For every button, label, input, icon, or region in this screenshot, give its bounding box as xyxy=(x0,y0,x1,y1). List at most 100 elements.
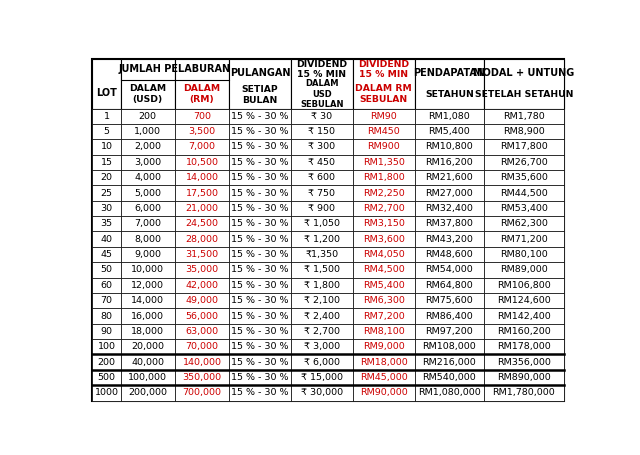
Bar xyxy=(415,201,484,216)
Text: 15 % - 30 %: 15 % - 30 % xyxy=(231,327,289,336)
Text: 40,000: 40,000 xyxy=(131,358,164,367)
Text: 17,500: 17,500 xyxy=(186,188,218,197)
Text: 15 % - 30 %: 15 % - 30 % xyxy=(231,373,289,382)
Bar xyxy=(484,262,564,278)
Text: RM89,000: RM89,000 xyxy=(500,265,548,274)
Bar xyxy=(415,293,484,308)
Bar xyxy=(121,308,175,324)
Text: DIVIDEND
15 % MIN: DIVIDEND 15 % MIN xyxy=(358,60,409,79)
Bar xyxy=(484,155,564,170)
Text: 15 % - 30 %: 15 % - 30 % xyxy=(231,250,289,259)
Text: ₹ 1,500: ₹ 1,500 xyxy=(304,265,340,274)
Text: ₹ 2,700: ₹ 2,700 xyxy=(304,327,340,336)
Bar xyxy=(229,59,291,108)
Bar xyxy=(291,262,353,278)
Bar xyxy=(484,108,564,124)
Text: RM8,100: RM8,100 xyxy=(363,327,404,336)
Bar xyxy=(291,385,353,400)
Text: RM3,600: RM3,600 xyxy=(363,235,404,244)
Bar xyxy=(92,108,121,124)
Bar xyxy=(415,370,484,385)
Text: RM44,500: RM44,500 xyxy=(500,188,548,197)
Text: RM9,000: RM9,000 xyxy=(363,342,404,351)
Bar xyxy=(353,262,415,278)
Bar xyxy=(121,139,175,155)
Bar xyxy=(92,59,121,108)
Text: 20,000: 20,000 xyxy=(131,342,164,351)
Bar xyxy=(415,324,484,339)
Bar xyxy=(92,293,121,308)
Bar xyxy=(229,124,291,139)
Bar xyxy=(229,308,291,324)
Bar xyxy=(484,324,564,339)
Bar xyxy=(175,339,229,354)
Bar xyxy=(415,108,484,124)
Bar xyxy=(92,278,121,293)
Text: 15 % - 30 %: 15 % - 30 % xyxy=(231,265,289,274)
Text: 45: 45 xyxy=(100,250,113,259)
Text: RM5,400: RM5,400 xyxy=(363,281,404,290)
Text: RM900: RM900 xyxy=(367,142,400,152)
Bar xyxy=(353,216,415,232)
Text: 25: 25 xyxy=(100,188,113,197)
Text: 70: 70 xyxy=(100,296,113,305)
Text: 350,000: 350,000 xyxy=(182,373,221,382)
Text: RM1,800: RM1,800 xyxy=(363,173,404,182)
Text: ₹ 1,050: ₹ 1,050 xyxy=(304,219,340,228)
Text: ₹ 750: ₹ 750 xyxy=(308,188,335,197)
Bar xyxy=(353,247,415,262)
Bar xyxy=(229,293,291,308)
Bar xyxy=(229,262,291,278)
Text: RM1,780,000: RM1,780,000 xyxy=(492,389,556,397)
Text: RM8,900: RM8,900 xyxy=(503,127,545,136)
Bar xyxy=(121,354,175,370)
Text: RM43,200: RM43,200 xyxy=(426,235,473,244)
Bar xyxy=(353,324,415,339)
Bar xyxy=(291,339,353,354)
Text: 56,000: 56,000 xyxy=(186,312,218,320)
Bar xyxy=(353,232,415,247)
Text: 16,000: 16,000 xyxy=(131,312,164,320)
Bar xyxy=(484,139,564,155)
Bar xyxy=(484,170,564,185)
Bar xyxy=(291,59,353,108)
Bar xyxy=(175,278,229,293)
Text: 20: 20 xyxy=(100,173,113,182)
Bar xyxy=(291,124,353,139)
Text: ₹ 30: ₹ 30 xyxy=(311,111,332,121)
Bar xyxy=(92,247,121,262)
Text: 4,000: 4,000 xyxy=(134,173,161,182)
Text: LOT: LOT xyxy=(96,88,117,98)
Text: 700,000: 700,000 xyxy=(182,389,221,397)
Bar xyxy=(92,232,121,247)
Bar xyxy=(484,185,564,201)
Text: RM86,400: RM86,400 xyxy=(426,312,473,320)
Text: RM450: RM450 xyxy=(367,127,400,136)
Bar xyxy=(92,124,121,139)
Bar xyxy=(121,201,175,216)
Text: 14,000: 14,000 xyxy=(186,173,218,182)
Bar xyxy=(175,108,229,124)
Text: ₹ 600: ₹ 600 xyxy=(308,173,335,182)
Text: RM18,000: RM18,000 xyxy=(360,358,408,367)
Bar xyxy=(229,108,291,124)
Bar xyxy=(229,247,291,262)
Bar xyxy=(291,155,353,170)
Bar xyxy=(415,354,484,370)
Text: ₹ 1,200: ₹ 1,200 xyxy=(304,235,340,244)
Bar xyxy=(353,155,415,170)
Bar xyxy=(175,139,229,155)
Bar xyxy=(175,155,229,170)
Text: 3,500: 3,500 xyxy=(188,127,216,136)
Text: RM64,800: RM64,800 xyxy=(426,281,473,290)
Text: RM16,200: RM16,200 xyxy=(426,158,473,167)
Text: PENDAPATAN: PENDAPATAN xyxy=(413,68,485,78)
Bar xyxy=(229,354,291,370)
Bar xyxy=(415,247,484,262)
Text: RM356,000: RM356,000 xyxy=(497,358,551,367)
Bar xyxy=(415,308,484,324)
Bar xyxy=(415,59,484,108)
Text: 15 % - 30 %: 15 % - 30 % xyxy=(231,158,289,167)
Text: DALAM RM
SEBULAN: DALAM RM SEBULAN xyxy=(355,84,412,104)
Bar xyxy=(229,278,291,293)
